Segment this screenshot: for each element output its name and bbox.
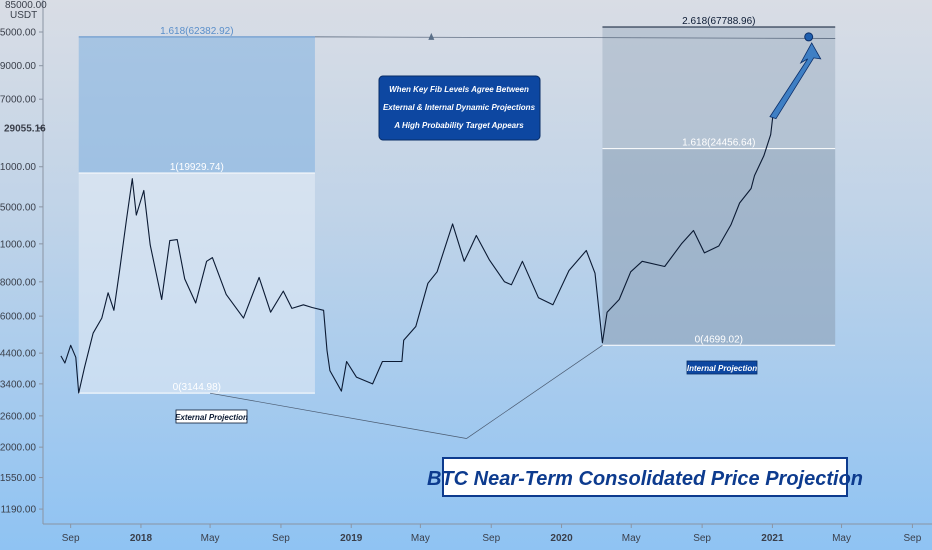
top-marker-icon <box>428 32 435 40</box>
callout-box: When Key Fib Levels Agree Between Extern… <box>378 75 541 141</box>
y-tick-label-partial: 85000.00 <box>5 0 47 11</box>
y-tick-label: 1550.00 <box>0 473 36 484</box>
y-tick-label: 8000.00 <box>0 277 36 288</box>
x-axis: Sep 2018 May Sep 2019 May Sep 2020 May Sep 2021 May… <box>43 523 932 544</box>
callout-background <box>378 75 541 141</box>
y-axis: 85000.00 USDT 65000.00 49000.00 37000.00 21… <box>0 0 47 524</box>
external-lower-zone <box>78 172 315 394</box>
title-box <box>442 457 848 497</box>
x-tick-label: 2018 <box>130 533 153 544</box>
x-tick-label: Sep <box>904 533 922 544</box>
fib-label-external-1618: 1.618(62382.92) <box>160 26 233 37</box>
external-label-text: External Projection <box>175 413 248 422</box>
fib-label-internal-1618: 1.618(24456.64) <box>682 138 755 149</box>
x-tick-label: 2019 <box>340 533 363 544</box>
external-label-box <box>175 409 248 424</box>
btc-price-line <box>60 114 774 394</box>
y-tick-label: 2000.00 <box>0 443 36 454</box>
current-price-label: 29055.16 <box>4 124 46 135</box>
y-tick-label: 2600.00 <box>0 411 36 422</box>
target-point <box>804 32 814 42</box>
connector-line-external-to-low <box>210 392 467 439</box>
y-tick-label: 11000.00 <box>0 239 36 250</box>
external-projection: 1.618(62382.92) 1(19929.74) 0(3144.98) <box>78 26 315 394</box>
internal-projection-label: Internal Projection <box>686 360 758 375</box>
y-tick-label: 6000.00 <box>0 312 36 323</box>
x-tick-label: 2021 <box>761 533 784 544</box>
projection-arrow <box>428 32 822 120</box>
y-tick-label: 49000.00 <box>0 61 36 72</box>
fib-label-external-1: 1(19929.74) <box>170 162 224 173</box>
x-tick-label: Sep <box>62 533 80 544</box>
internal-upper-zone <box>602 26 836 149</box>
internal-label-text: Internal Projection <box>687 364 757 373</box>
internal-lower-zone <box>602 148 836 346</box>
projection-arrow-shape <box>769 42 822 120</box>
y-tick-label: 4400.00 <box>0 349 36 360</box>
y-unit-label: USDT <box>10 10 37 21</box>
y-tick-label: 1190.00 <box>1 505 37 516</box>
current-price-tag: 29055.16 <box>4 124 46 135</box>
callout-line-1: When Key Fib Levels Agree Between <box>389 85 529 94</box>
external-upper-zone <box>78 36 315 173</box>
x-tick-label: May <box>201 533 220 544</box>
chart-title: BTC Near-Term Consolidated Price Project… <box>427 457 863 497</box>
internal-projection: 2.618(67788.96) 1.618(24456.64) 0(4699.0… <box>602 16 836 346</box>
x-tick-label: May <box>622 533 641 544</box>
callout-line-2: External & Internal Dynamic Projections <box>383 103 536 112</box>
x-tick-label: May <box>832 533 851 544</box>
fib-label-internal-2618: 2.618(67788.96) <box>682 16 755 27</box>
x-tick-label: Sep <box>482 533 500 544</box>
x-tick-label: May <box>411 533 430 544</box>
callout-line-3: A High Probability Target Appears <box>393 121 524 130</box>
x-tick-label: Sep <box>693 533 711 544</box>
y-tick-label: 3400.00 <box>0 379 36 390</box>
fib-label-external-0: 0(3144.98) <box>173 382 221 393</box>
connector-line-low-to-internal <box>466 344 603 439</box>
y-tick-label: 15000.00 <box>0 202 36 213</box>
x-tick-label: 2020 <box>550 533 573 544</box>
y-tick-label: 37000.00 <box>0 95 36 106</box>
internal-label-box <box>686 360 758 375</box>
fib-label-internal-0: 0(4699.02) <box>695 334 743 345</box>
target-alignment-line <box>314 36 836 39</box>
y-tick-label: 21000.00 <box>0 162 36 173</box>
connector-lines <box>210 36 836 439</box>
y-tick-label: 65000.00 <box>0 27 36 38</box>
external-projection-label: External Projection <box>175 409 248 424</box>
x-tick-label: Sep <box>272 533 290 544</box>
title-text: BTC Near-Term Consolidated Price Project… <box>427 468 863 490</box>
